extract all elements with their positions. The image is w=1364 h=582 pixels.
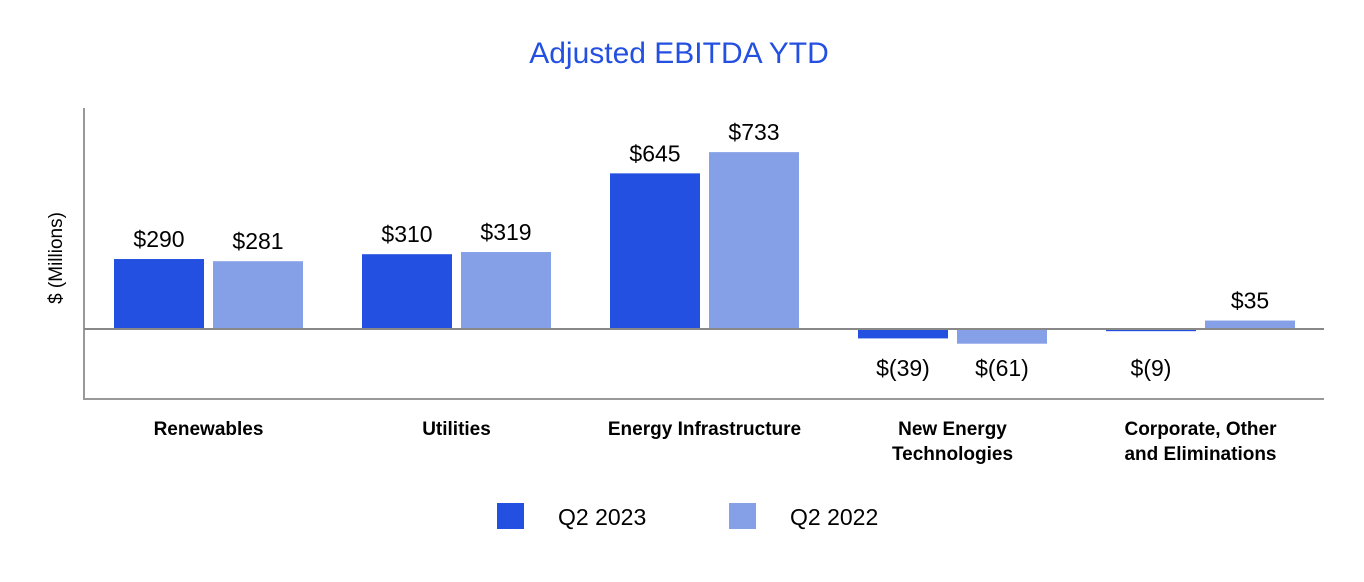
data-label-q2-2022-1: $319 (480, 219, 531, 245)
bar-q2-2022-1 (461, 252, 551, 329)
data-label-q2-2022-0: $281 (232, 228, 283, 254)
data-label-q2-2022-2: $733 (728, 119, 779, 145)
bar-q2-2023-3 (858, 329, 948, 339)
category-label-4-line-1: and Eliminations (1124, 444, 1276, 465)
labels-layer: $290 $281 $310 $319 $645 $733 $(39) $(61) $(9) $3… (133, 119, 1269, 381)
category-label-0-line-0: Renewables (154, 419, 264, 440)
bar-q2-2022-0 (213, 261, 303, 329)
bar-q2-2022-3 (957, 329, 1047, 344)
chart-title: Adjusted EBITDA YTD (529, 37, 829, 70)
legend-label-q2-2023: Q2 2023 (558, 504, 646, 530)
legend-label-q2-2022: Q2 2022 (790, 504, 878, 530)
category-label-3-line-0: New Energy (898, 419, 1007, 440)
bar-q2-2023-4 (1106, 329, 1196, 332)
bars-layer (114, 152, 1295, 344)
category-label-3-line-1: Technologies (892, 444, 1013, 465)
category-label-4-line-0: Corporate, Other (1124, 419, 1277, 440)
category-labels: Renewables Utilities Energy Infrastructure… (154, 419, 1278, 465)
category-label-1-line-0: Utilities (422, 419, 491, 440)
data-label-q2-2023-1: $310 (381, 221, 432, 247)
legend-swatch-q2-2023 (497, 503, 524, 529)
bar-q2-2022-4 (1205, 320, 1295, 329)
bar-q2-2023-1 (362, 254, 452, 329)
y-axis-label: $ (Millions) (46, 212, 67, 304)
legend: Q2 2023 Q2 2022 (497, 503, 878, 530)
data-label-q2-2023-2: $645 (629, 140, 680, 166)
bar-q2-2023-2 (610, 173, 700, 329)
legend-swatch-q2-2022 (729, 503, 756, 529)
category-label-2-line-0: Energy Infrastructure (608, 419, 801, 440)
data-label-q2-2023-0: $290 (133, 226, 184, 252)
data-label-q2-2023-4: $(9) (1131, 355, 1172, 381)
data-label-q2-2023-3: $(39) (876, 355, 930, 381)
data-label-q2-2022-3: $(61) (975, 355, 1029, 381)
bar-q2-2022-2 (709, 152, 799, 329)
data-label-q2-2022-4: $35 (1231, 288, 1269, 314)
bar-q2-2023-0 (114, 259, 204, 329)
